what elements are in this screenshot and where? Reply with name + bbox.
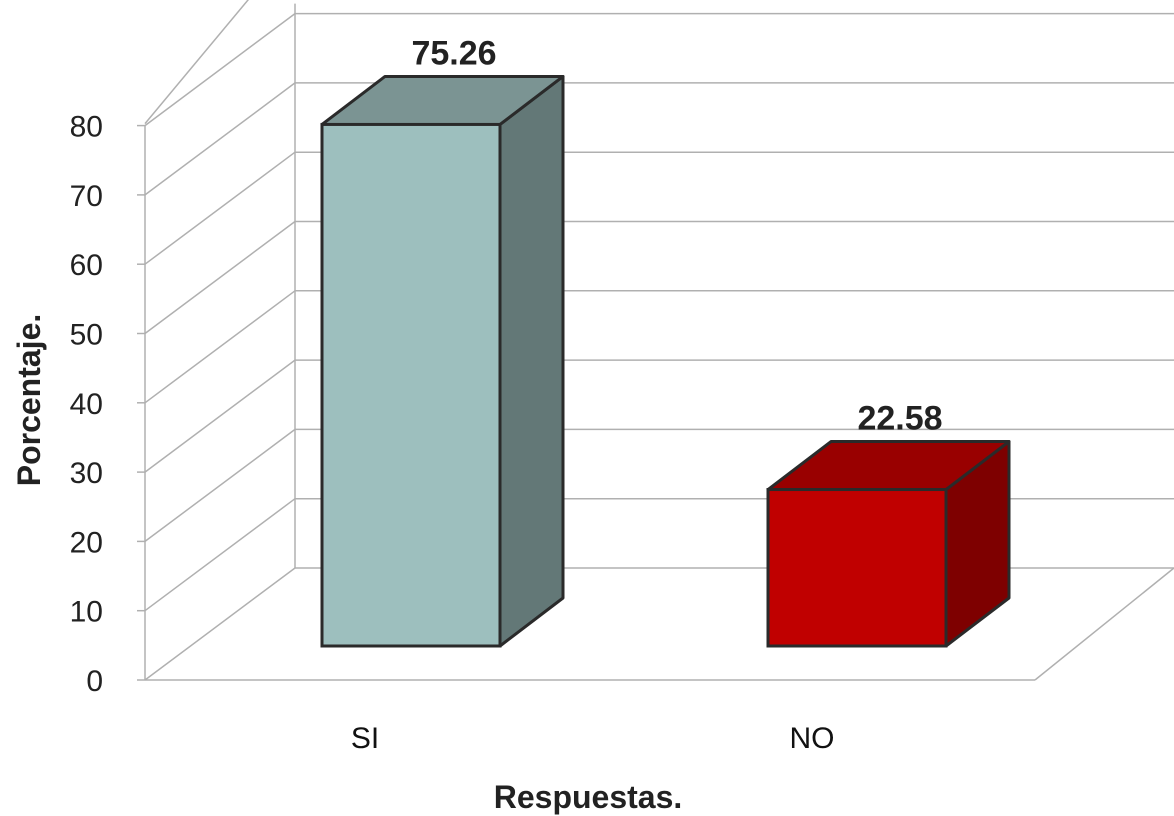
data-labels-layer: 75.26 22.58 — [411, 34, 942, 437]
floor-right-edge — [1034, 567, 1174, 681]
x-axis-categories: SI NO — [351, 722, 835, 755]
y-tick-label: 30 — [70, 457, 103, 490]
gridline-side-top — [144, 0, 249, 125]
gridline-side — [144, 82, 296, 196]
data-label-no: 22.58 — [857, 400, 942, 438]
y-tick-label: 50 — [70, 319, 103, 352]
x-axis-title: Respuestas. — [494, 779, 683, 815]
gridline-side — [144, 151, 296, 265]
bar-no — [766, 440, 1011, 648]
category-label-no: NO — [790, 722, 835, 755]
gridline-side — [144, 12, 296, 127]
gridline-side — [144, 567, 296, 681]
y-axis-title: Porcentaje. — [11, 314, 47, 487]
gridline-side — [144, 290, 296, 404]
y-tick-label: 0 — [86, 665, 103, 698]
grid-layer — [144, 0, 1174, 681]
y-tick-label: 80 — [70, 111, 103, 144]
gridline-side — [144, 220, 296, 335]
bar-front-face — [320, 122, 502, 648]
gridline-side — [144, 498, 296, 612]
category-label-si: SI — [351, 722, 379, 755]
bar-si — [320, 74, 565, 648]
y-tick-label: 70 — [70, 180, 103, 213]
y-tick-label: 40 — [70, 388, 103, 421]
bar-side-face — [498, 74, 565, 648]
y-tick-label: 10 — [70, 596, 103, 629]
y-axis-ticks: 0 10 20 30 40 50 60 70 80 — [70, 111, 145, 698]
y-tick-label: 20 — [70, 526, 103, 559]
y-tick-label: 60 — [70, 249, 103, 282]
bars-layer — [320, 74, 1011, 648]
data-label-si: 75.26 — [411, 34, 496, 72]
gridline-side — [144, 359, 296, 473]
gridline-side — [144, 428, 296, 543]
bar-front-face — [766, 488, 948, 648]
